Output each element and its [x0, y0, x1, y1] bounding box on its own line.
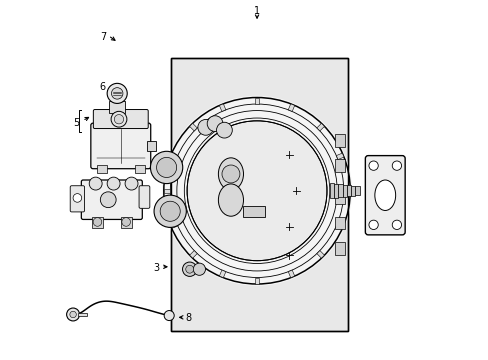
Polygon shape	[336, 153, 343, 159]
Bar	[342, 185, 346, 197]
Bar	[78, 313, 86, 316]
FancyBboxPatch shape	[139, 186, 149, 208]
Polygon shape	[219, 104, 225, 112]
Polygon shape	[336, 222, 343, 228]
Polygon shape	[170, 222, 177, 228]
Bar	[146, 140, 155, 151]
Polygon shape	[254, 98, 259, 104]
Circle shape	[187, 121, 326, 261]
Bar	[355, 186, 359, 195]
Circle shape	[164, 311, 174, 320]
Circle shape	[107, 177, 120, 190]
Circle shape	[73, 194, 81, 202]
Bar	[97, 165, 107, 173]
Bar	[92, 217, 102, 228]
Polygon shape	[287, 270, 294, 278]
Bar	[335, 159, 345, 172]
Circle shape	[100, 192, 116, 208]
Circle shape	[111, 87, 122, 99]
Bar	[335, 192, 345, 204]
Bar	[335, 217, 345, 229]
Circle shape	[182, 262, 197, 276]
Circle shape	[368, 161, 378, 170]
Circle shape	[122, 218, 130, 226]
Bar	[171, 58, 348, 330]
Bar	[121, 217, 131, 228]
Bar	[171, 58, 348, 330]
Ellipse shape	[374, 180, 395, 211]
Polygon shape	[189, 123, 197, 131]
Polygon shape	[287, 104, 294, 112]
FancyBboxPatch shape	[93, 109, 148, 129]
Circle shape	[93, 218, 102, 226]
Circle shape	[154, 195, 186, 228]
Bar	[335, 242, 345, 255]
Polygon shape	[163, 189, 170, 193]
Circle shape	[391, 161, 401, 170]
Text: 8: 8	[185, 313, 192, 323]
Circle shape	[160, 201, 180, 221]
Ellipse shape	[218, 184, 243, 216]
Polygon shape	[189, 251, 197, 258]
Polygon shape	[219, 270, 225, 278]
Circle shape	[114, 114, 123, 124]
FancyBboxPatch shape	[81, 180, 142, 220]
Circle shape	[156, 157, 176, 177]
Circle shape	[111, 111, 126, 127]
Bar	[335, 134, 345, 147]
Circle shape	[222, 165, 240, 183]
Circle shape	[66, 308, 80, 321]
Circle shape	[70, 311, 76, 318]
Text: 3: 3	[153, 263, 160, 273]
Polygon shape	[254, 278, 259, 284]
Polygon shape	[343, 189, 349, 193]
Text: 7: 7	[100, 32, 106, 41]
Circle shape	[391, 220, 401, 229]
FancyBboxPatch shape	[365, 156, 405, 235]
Polygon shape	[316, 251, 324, 258]
Circle shape	[150, 151, 183, 184]
Circle shape	[198, 120, 213, 135]
Bar	[338, 184, 342, 197]
Bar	[109, 101, 125, 113]
Text: 5: 5	[73, 118, 79, 128]
Bar	[243, 206, 264, 217]
Bar	[134, 165, 144, 173]
Text: 6: 6	[100, 82, 106, 92]
Circle shape	[185, 265, 193, 273]
Circle shape	[107, 84, 127, 103]
Text: 2: 2	[382, 182, 388, 192]
FancyBboxPatch shape	[70, 186, 84, 212]
Ellipse shape	[218, 158, 243, 190]
Circle shape	[207, 116, 223, 131]
Circle shape	[89, 177, 102, 190]
Circle shape	[162, 96, 351, 286]
FancyBboxPatch shape	[91, 123, 150, 169]
Bar	[350, 186, 355, 195]
Polygon shape	[316, 123, 324, 131]
Bar	[346, 185, 350, 196]
Text: 4: 4	[112, 152, 118, 162]
Text: 1: 1	[253, 6, 260, 17]
Circle shape	[216, 122, 232, 138]
Circle shape	[125, 177, 138, 190]
Bar	[333, 184, 338, 198]
Polygon shape	[170, 153, 177, 159]
Circle shape	[193, 263, 205, 275]
Bar	[329, 183, 333, 198]
Circle shape	[368, 220, 378, 229]
